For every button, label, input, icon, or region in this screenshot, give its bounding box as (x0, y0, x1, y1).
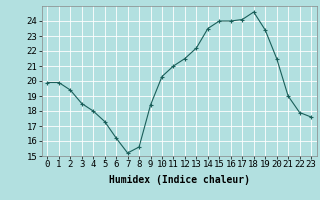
X-axis label: Humidex (Indice chaleur): Humidex (Indice chaleur) (109, 175, 250, 185)
